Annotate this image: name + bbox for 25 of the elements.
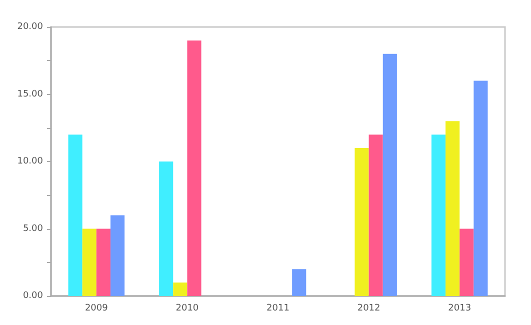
y-tick-label: 5.00	[22, 224, 44, 234]
x-tick-label: 2009	[84, 304, 108, 314]
bar	[382, 54, 397, 296]
bar	[474, 80, 488, 296]
bar	[460, 228, 474, 296]
bar	[187, 40, 202, 296]
y-tick-label: 15.00	[17, 89, 44, 100]
bar	[431, 134, 446, 296]
bar	[173, 282, 188, 296]
bar	[159, 162, 174, 296]
bar	[68, 134, 82, 296]
y-tick-label: 0.00	[22, 291, 44, 301]
bar	[96, 228, 110, 296]
bar	[82, 228, 96, 296]
bar	[292, 269, 306, 296]
y-tick-label: 10.00	[17, 156, 44, 166]
x-tick-label: 2013	[448, 304, 472, 314]
x-tick-label: 2010	[176, 304, 199, 314]
bar	[354, 148, 369, 296]
x-tick-label: 2012	[357, 304, 380, 314]
x-tick-label: 2011	[266, 304, 290, 314]
bar	[446, 121, 460, 296]
bar	[110, 215, 125, 296]
bar	[368, 134, 383, 296]
y-tick-label: 20.00	[17, 22, 44, 32]
